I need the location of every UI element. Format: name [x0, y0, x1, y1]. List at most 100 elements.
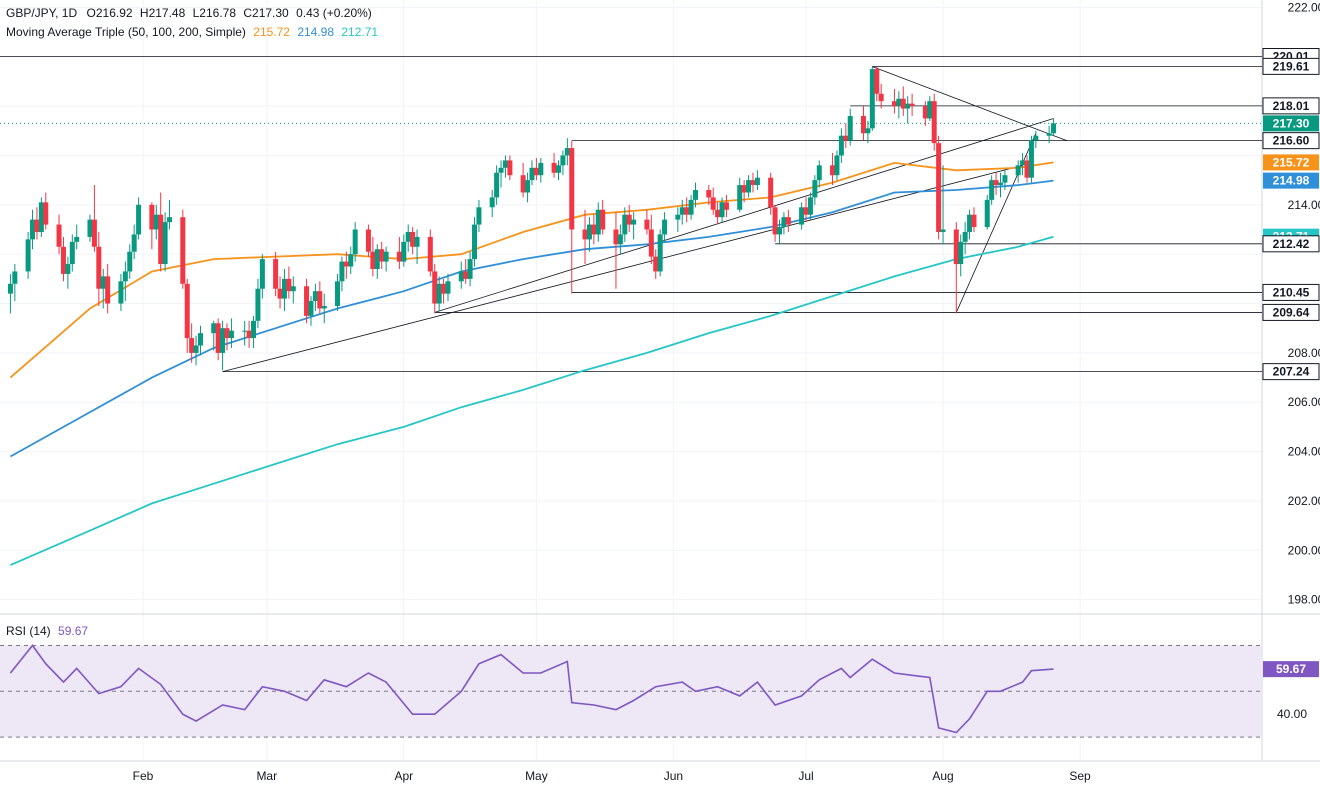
candle	[777, 219, 782, 245]
candle	[308, 296, 314, 326]
candle	[529, 160, 535, 186]
candle-body	[777, 227, 782, 235]
candle-body	[746, 180, 752, 193]
price-tag: 207.24	[1262, 363, 1320, 381]
candle	[803, 197, 809, 223]
rsi-tag-label: 59.67	[1276, 662, 1306, 676]
candle-body	[197, 333, 203, 346]
candle	[807, 192, 813, 220]
candle-body	[781, 217, 787, 228]
candle	[967, 209, 973, 240]
candle	[180, 209, 186, 289]
candle	[953, 222, 959, 314]
symbol-title: GBP/JPY, 1D	[6, 6, 78, 20]
price-axis: 222.00220.01219.61218.01217.30216.60215.…	[1262, 0, 1320, 721]
candle-body	[874, 69, 880, 94]
price-tag-label: 218.01	[1273, 99, 1310, 113]
candle	[754, 170, 760, 191]
candle-body	[860, 115, 866, 134]
candle-body	[1033, 135, 1039, 141]
ma-line	[9, 179, 1054, 458]
candles	[7, 66, 1057, 371]
candle-body	[834, 155, 840, 176]
levels	[0, 56, 1262, 373]
candle	[679, 199, 685, 225]
candle-body	[600, 209, 606, 230]
ma-legend: Moving Average Triple (50, 100, 200, Sim…	[6, 25, 378, 39]
candle	[781, 212, 787, 235]
candle	[69, 234, 75, 272]
price-tick-label: 206.00	[1288, 395, 1320, 409]
candle	[1002, 170, 1008, 191]
candle-body	[494, 172, 500, 198]
candle-body	[679, 207, 685, 215]
candle-body	[441, 283, 447, 294]
candle	[7, 273, 13, 314]
candle	[909, 93, 915, 116]
price-tag: 212.42	[1262, 235, 1320, 253]
moving-averages	[9, 161, 1054, 566]
candle	[259, 254, 265, 299]
candle	[494, 165, 500, 205]
time-tick-label: Jul	[798, 769, 813, 783]
candle-body	[277, 288, 283, 299]
candle-body	[1015, 165, 1021, 176]
candle	[304, 278, 310, 324]
candle	[255, 278, 261, 329]
candle-body	[317, 291, 323, 309]
candle-body	[723, 202, 729, 210]
candle	[600, 199, 606, 235]
ohlc-high: H217.48	[139, 6, 186, 20]
candle-body	[662, 219, 668, 235]
candle-body	[812, 180, 818, 198]
candle-body	[69, 241, 75, 265]
candle-body	[445, 281, 451, 294]
candle	[184, 278, 190, 353]
candle	[1046, 125, 1052, 144]
candle-body	[896, 98, 902, 107]
candle	[653, 249, 659, 279]
candle-body	[984, 199, 990, 228]
candle	[648, 214, 654, 265]
trend-line	[434, 118, 1054, 313]
candle-body	[136, 204, 142, 235]
candle	[830, 153, 836, 186]
candle-body	[768, 177, 774, 208]
price-tag-bg	[1262, 363, 1320, 381]
price-tag: 217.30	[1263, 115, 1319, 132]
candle-body	[971, 214, 977, 228]
candle	[136, 197, 142, 240]
candle	[281, 268, 287, 311]
candle-body	[989, 180, 995, 200]
candle-body	[96, 246, 102, 289]
candle-body	[631, 219, 637, 225]
rsi-pane	[0, 644, 1262, 738]
price-tick-label: 204.00	[1288, 445, 1320, 459]
candle-body	[458, 271, 464, 282]
candle-body	[865, 128, 871, 134]
rsi-legend: RSI (14) 59.67	[6, 624, 88, 638]
candle	[984, 194, 990, 230]
candle	[290, 276, 296, 304]
price-tag-bg	[1262, 132, 1320, 150]
candle	[723, 194, 729, 218]
candle-body	[379, 249, 385, 262]
candle-body	[189, 338, 195, 353]
ohlc-close: C217.30	[243, 6, 289, 20]
candle	[472, 217, 478, 267]
candle-body	[463, 271, 469, 279]
candle	[432, 264, 438, 314]
candle-body	[569, 148, 575, 230]
candle	[617, 224, 623, 255]
candle	[940, 165, 946, 245]
candle-body	[1051, 123, 1057, 134]
candle-body	[1046, 133, 1052, 136]
time-tick-label: Apr	[394, 769, 413, 783]
candle-body	[467, 259, 473, 279]
candle-body	[962, 231, 968, 242]
price-tag: 214.98	[1263, 172, 1319, 189]
candle-body	[414, 236, 420, 247]
candle-body	[617, 234, 623, 245]
candle-body	[25, 239, 31, 272]
candle	[538, 157, 544, 183]
